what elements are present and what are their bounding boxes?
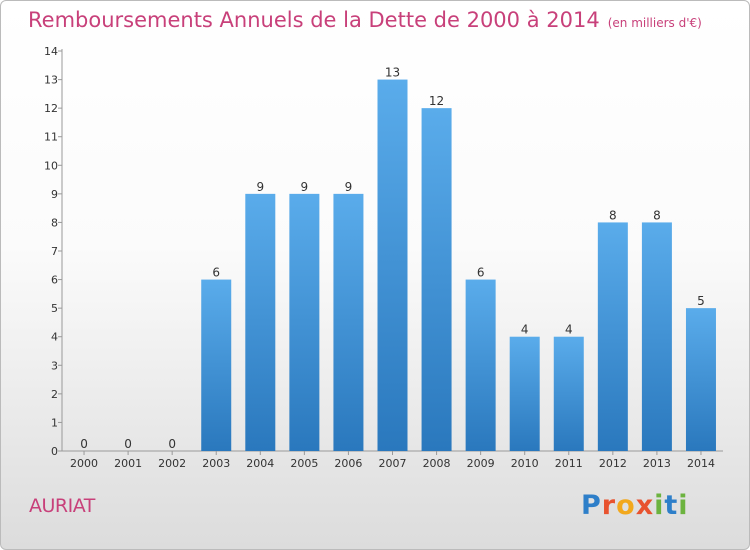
x-tick-label: 2000 bbox=[70, 457, 98, 470]
logo-letter: x bbox=[635, 490, 655, 521]
data-label: 9 bbox=[301, 180, 309, 194]
y-tick-label: 0 bbox=[51, 445, 58, 458]
proxiti-logo: Proxiti bbox=[581, 490, 689, 521]
logo-letter: i bbox=[654, 490, 665, 521]
chart-title: Remboursements Annuels de la Dette de 20… bbox=[28, 8, 702, 32]
bar bbox=[465, 279, 496, 451]
bar bbox=[201, 279, 232, 451]
y-tick-label: 11 bbox=[44, 131, 58, 144]
bar bbox=[289, 193, 320, 451]
x-tick-label: 2006 bbox=[334, 457, 362, 470]
bar bbox=[421, 108, 452, 452]
y-tick-label: 14 bbox=[44, 45, 58, 58]
data-label: 9 bbox=[256, 180, 264, 194]
y-tick-label: 5 bbox=[51, 302, 58, 315]
bar bbox=[245, 193, 276, 451]
data-label: 8 bbox=[609, 208, 617, 222]
chart-title-text: Remboursements Annuels de la Dette de 20… bbox=[28, 8, 600, 32]
bar bbox=[597, 222, 628, 451]
y-tick-label: 7 bbox=[51, 245, 58, 258]
y-tick-label: 3 bbox=[51, 359, 58, 372]
x-tick-label: 2009 bbox=[467, 457, 495, 470]
y-tick-label: 12 bbox=[44, 102, 58, 115]
logo-letter: i bbox=[678, 490, 689, 521]
logo-letter: t bbox=[664, 490, 679, 521]
data-label: 0 bbox=[168, 437, 176, 451]
data-label: 9 bbox=[345, 180, 353, 194]
logo-letter: P bbox=[581, 490, 602, 521]
data-label: 8 bbox=[653, 208, 661, 222]
x-tick-label: 2008 bbox=[423, 457, 451, 470]
bar bbox=[685, 308, 716, 451]
y-tick-label: 13 bbox=[44, 74, 58, 87]
bar bbox=[641, 222, 672, 451]
y-tick-label: 8 bbox=[51, 216, 58, 229]
logo-letter: r bbox=[601, 490, 617, 521]
logo-letter: o bbox=[616, 490, 636, 521]
y-tick-label: 9 bbox=[51, 188, 58, 201]
data-label: 6 bbox=[477, 266, 485, 280]
chart-subtitle: (en milliers d'€) bbox=[607, 16, 702, 30]
data-label: 0 bbox=[80, 437, 88, 451]
y-tick-label: 6 bbox=[51, 274, 58, 287]
y-tick-label: 10 bbox=[44, 159, 58, 172]
y-tick-label: 1 bbox=[51, 416, 58, 429]
x-tick-label: 2004 bbox=[246, 457, 274, 470]
data-label: 5 bbox=[697, 294, 705, 308]
bar bbox=[553, 336, 584, 451]
y-tick-label: 4 bbox=[51, 331, 58, 344]
x-tick-label: 2003 bbox=[202, 457, 230, 470]
location-name: AURIAT bbox=[29, 495, 95, 517]
x-tick-label: 2010 bbox=[511, 457, 539, 470]
data-label: 12 bbox=[429, 94, 444, 108]
x-tick-label: 2007 bbox=[379, 457, 407, 470]
bar bbox=[333, 193, 364, 451]
bar bbox=[377, 79, 408, 452]
y-tick-label: 2 bbox=[51, 388, 58, 401]
data-label: 13 bbox=[385, 66, 400, 80]
data-label: 4 bbox=[565, 323, 573, 337]
x-tick-label: 2013 bbox=[643, 457, 671, 470]
x-tick-label: 2012 bbox=[599, 457, 627, 470]
x-tick-label: 2001 bbox=[114, 457, 142, 470]
data-label: 4 bbox=[521, 323, 529, 337]
data-label: 6 bbox=[212, 266, 220, 280]
x-tick-label: 2005 bbox=[290, 457, 318, 470]
x-tick-label: 2002 bbox=[158, 457, 186, 470]
bar bbox=[509, 336, 540, 451]
x-tick-label: 2011 bbox=[555, 457, 583, 470]
data-label: 0 bbox=[124, 437, 132, 451]
x-tick-label: 2014 bbox=[687, 457, 715, 470]
